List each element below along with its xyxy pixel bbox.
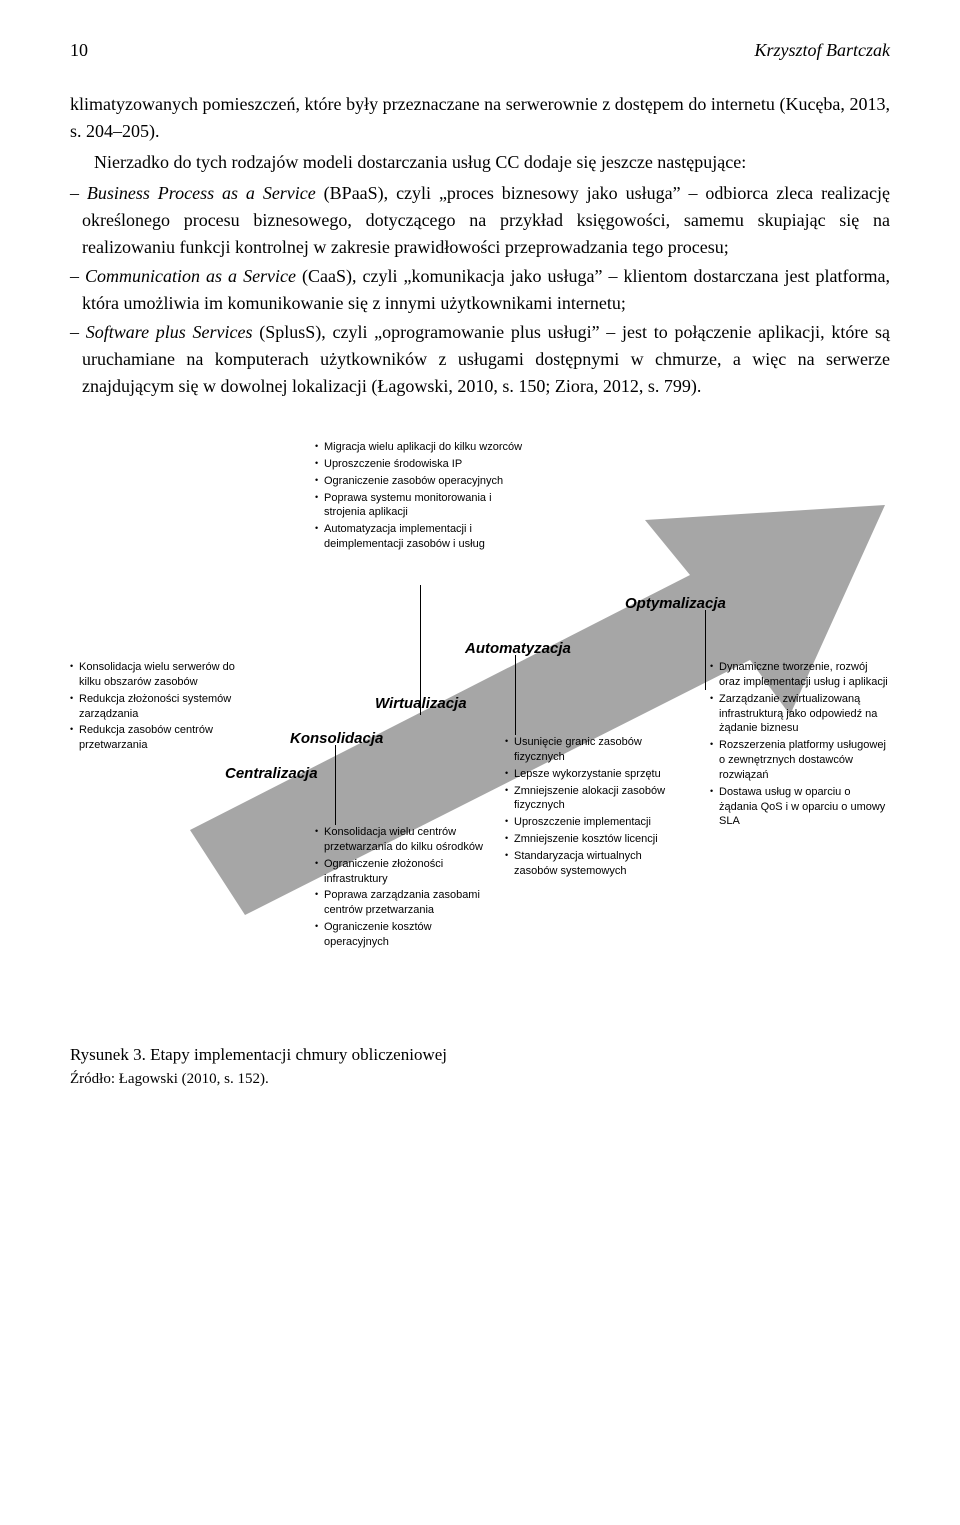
implementation-stages-diagram: Centralizacja Konsolidacja Wirtualizacja…	[70, 430, 890, 1020]
vline-konsolidacja	[335, 745, 336, 825]
list-item-1: Business Process as a Service (BPaaS), c…	[82, 180, 890, 261]
stage-optymalizacja: Optymalizacja	[625, 595, 726, 612]
bullet-item: Zmniejszenie alokacji zasobów fizycznych	[505, 784, 665, 814]
list-item-2: Communication as a Service (CaaS), czyli…	[82, 263, 890, 317]
bullets-left: Konsolidacja wielu serwerów do kilku obs…	[70, 660, 240, 755]
bullet-item: Standaryzacja wirtualnych zasobów system…	[505, 849, 665, 879]
vline-automatyzacja	[515, 655, 516, 735]
page-number: 10	[70, 40, 88, 61]
list-item-3: Software plus Services (SplusS), czyli „…	[82, 319, 890, 400]
bullets-center-bottom: Konsolidacja wielu centrów przetwarzania…	[315, 825, 490, 952]
paragraph-1: klimatyzowanych pomieszczeń, które były …	[70, 91, 890, 145]
bullet-item: Zarządzanie zwirtualizowaną infrastruktu…	[710, 692, 890, 737]
bullet-item: Uproszczenie implementacji	[505, 815, 665, 830]
bullets-center-top: Migracja wielu aplikacji do kilku wzorcó…	[315, 440, 530, 554]
page-author: Krzysztof Bartczak	[754, 40, 890, 61]
paragraph-2: Nierzadko do tych rodzajów modeli dostar…	[70, 149, 890, 176]
bullet-item: Ograniczenie złożoności infrastruktury	[315, 857, 490, 887]
stage-wirtualizacja: Wirtualizacja	[375, 695, 467, 712]
bullet-item: Redukcja zasobów centrów przetwarzania	[70, 723, 240, 753]
bullet-item: Ograniczenie kosztów operacyjnych	[315, 920, 490, 950]
bullet-item: Poprawa zarządzania zasobami centrów prz…	[315, 888, 490, 918]
figure-caption: Rysunek 3. Etapy implementacji chmury ob…	[70, 1045, 890, 1065]
bullet-item: Uproszczenie środowiska IP	[315, 457, 530, 472]
bullet-item: Dostawa usług w oparciu o żądania QoS i …	[710, 785, 890, 830]
bullet-item: Ograniczenie zasobów operacyjnych	[315, 474, 530, 489]
bullet-item: Lepsze wykorzystanie sprzętu	[505, 767, 665, 782]
bullet-item: Konsolidacja wielu serwerów do kilku obs…	[70, 660, 240, 690]
bullet-item: Redukcja złożoności systemów zarządzania	[70, 692, 240, 722]
bullet-item: Konsolidacja wielu centrów przetwarzania…	[315, 825, 490, 855]
bullet-item: Dynamiczne tworzenie, rozwój oraz implem…	[710, 660, 890, 690]
bullet-item: Zmniejszenie kosztów licencji	[505, 832, 665, 847]
stage-konsolidacja: Konsolidacja	[290, 730, 383, 747]
bullet-item: Migracja wielu aplikacji do kilku wzorcó…	[315, 440, 530, 455]
figure-source: Źródło: Łagowski (2010, s. 152).	[70, 1071, 890, 1088]
bullet-item: Poprawa systemu monitorowania i strojeni…	[315, 491, 530, 521]
bullet-item: Rozszerzenia platformy usługowej o zewnę…	[710, 738, 890, 783]
bullets-right: Dynamiczne tworzenie, rozwój oraz implem…	[710, 660, 890, 831]
vline-optymalizacja	[705, 610, 706, 690]
stage-centralizacja: Centralizacja	[225, 765, 318, 782]
bullet-item: Automatyzacja implementacji i deimplemen…	[315, 522, 530, 552]
bullet-item: Usunięcie granic zasobów fizycznych	[505, 735, 665, 765]
bullets-auto: Usunięcie granic zasobów fizycznych Lepsz…	[505, 735, 665, 881]
stage-automatyzacja: Automatyzacja	[465, 640, 571, 657]
